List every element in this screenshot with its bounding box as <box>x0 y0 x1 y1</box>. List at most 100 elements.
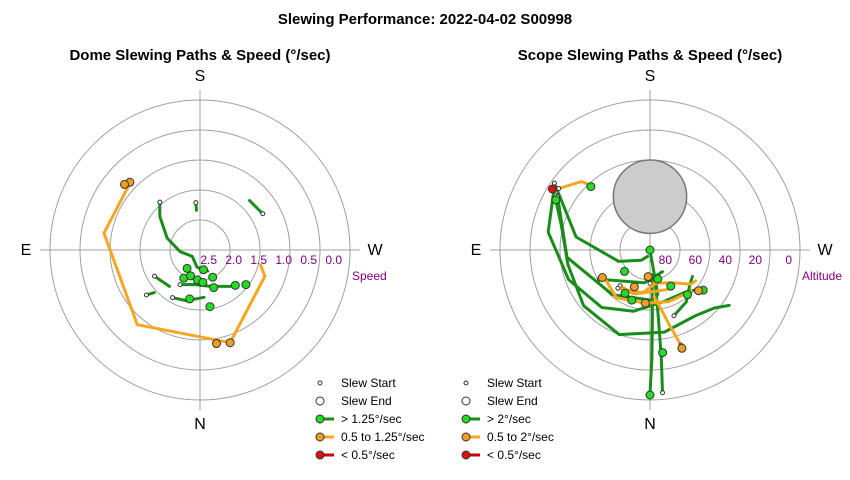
dome-slew-end-point-fast <box>205 302 215 312</box>
scope-slew-path-fast <box>648 273 654 395</box>
dome-radial-tick-label: 0.0 <box>325 253 342 267</box>
dome-slew-end-point-fast <box>198 265 208 275</box>
scope-slew-end-point-slow <box>547 184 557 194</box>
scope-slew-start-marker <box>615 285 621 291</box>
scope-legend-label: > 2°/sec <box>487 412 531 426</box>
dome-radial-tick-label: 1.0 <box>275 253 292 267</box>
scope-radial-tick-label: 0 <box>785 253 792 267</box>
dome-slew-path-fast <box>158 200 210 273</box>
dome-polar-chart: Dome Slewing Paths & Speed (°/sec) S N E… <box>21 47 425 462</box>
scope-legend-label: < 0.5°/sec <box>487 448 541 462</box>
dome-legend-label: < 0.5°/sec <box>341 448 395 462</box>
scope-slew-start-marker <box>556 185 562 191</box>
scope-legend-label: Slew Start <box>487 376 542 390</box>
scope-shadow-region <box>612 159 688 235</box>
scope-slew-path-fast <box>552 181 650 263</box>
scope-legend-label: 0.5 to 2°/sec <box>487 430 554 444</box>
scope-slew-path-fast <box>546 188 702 313</box>
scope-slew-start-marker <box>551 180 557 186</box>
dome-legend-label: Slew End <box>341 394 392 408</box>
dome-legend-swatch-dot-slow <box>315 450 325 460</box>
dome-slew-start-marker <box>143 292 149 298</box>
scope-slew-end-point-medium <box>597 273 607 282</box>
scope-chart-title: Scope Slewing Paths & Speed (°/sec) <box>518 47 782 64</box>
scope-legend: Slew Start Slew End > 2°/sec 0.5 to 2°/sec <… <box>461 376 554 462</box>
scope-shadow-disc <box>612 159 688 235</box>
dome-radial-tick-label: 2.5 <box>200 253 217 267</box>
dome-compass-left: E <box>21 242 32 259</box>
scope-legend-swatch-dot-fast <box>461 414 471 424</box>
scope-slew-path-medium <box>648 279 698 286</box>
scope-slew-start-marker <box>659 390 665 396</box>
dome-legend-swatch-dot-fast <box>315 414 325 424</box>
dome-slew-path-fast <box>153 274 171 288</box>
dome-slew-end-point-fast <box>182 263 192 273</box>
dome-slew-end-point-fast <box>208 272 218 282</box>
scope-slew-end-point-medium <box>677 343 687 353</box>
dome-radial-tick-label: 1.5 <box>250 253 267 267</box>
scope-compass-left: E <box>471 242 482 259</box>
scope-slew-start-marker <box>671 313 677 319</box>
scope-legend-swatch-start <box>463 380 469 386</box>
dome-slew-points <box>120 177 251 349</box>
scope-legend-swatch-end <box>461 396 471 406</box>
scope-radial-tick-label: 60 <box>689 253 703 267</box>
dome-slew-end-point-fast <box>198 277 208 287</box>
dome-legend-label: Slew Start <box>341 376 396 390</box>
dome-compass-bottom: N <box>194 416 206 433</box>
scope-slew-end-point-fast <box>551 195 561 205</box>
scope-slew-end-point-fast <box>645 390 655 400</box>
scope-compass-right: W <box>817 242 833 259</box>
dome-slew-end-point-medium <box>211 339 221 349</box>
scope-slew-end-point-medium <box>640 298 650 308</box>
scope-slew-end-point-medium <box>643 272 653 282</box>
dome-compass-top: S <box>195 68 206 85</box>
dome-slew-end-point-medium <box>120 179 130 189</box>
dome-slew-end-point-fast <box>185 294 195 304</box>
scope-slew-end-point-fast <box>620 288 630 298</box>
dome-radial-ticks: 2.5 2.0 1.5 1.0 0.5 0.0 <box>200 253 342 267</box>
figure-title: Slewing Performance: 2022-04-02 S00998 <box>278 11 572 28</box>
scope-polar-chart: Scope Slewing Paths & Speed (°/sec) S N … <box>461 47 842 462</box>
scope-slew-end-point-fast <box>619 266 629 276</box>
dome-legend-label: 0.5 to 1.25°/sec <box>341 430 425 444</box>
dome-slew-end-point-medium <box>225 338 235 348</box>
scope-slew-end-point-fast <box>682 290 692 300</box>
dome-slew-end-point-fast <box>241 280 251 290</box>
scope-compass-top: S <box>645 68 656 85</box>
scope-slew-end-point-fast <box>645 245 655 255</box>
scope-radial-ticks: 80 60 40 20 0 <box>659 253 793 267</box>
dome-slew-start-marker <box>260 211 266 217</box>
scope-compass-bottom: N <box>644 416 656 433</box>
dome-radial-tick-label: 2.0 <box>225 253 242 267</box>
dome-compass-right: W <box>367 242 383 259</box>
dome-legend: Slew Start Slew End > 1.25°/sec 0.5 to 1.25… <box>315 376 425 462</box>
scope-radial-tick-label: 20 <box>749 253 763 267</box>
scope-slew-end-point-fast <box>586 182 596 192</box>
dome-slew-start-marker <box>170 295 175 301</box>
dome-slew-start-marker <box>177 282 183 288</box>
dome-slew-start-marker <box>157 199 163 205</box>
dome-legend-swatch-end <box>315 396 325 406</box>
scope-slew-end-point-medium <box>694 286 704 296</box>
scope-slew-end-point-fast <box>658 348 668 358</box>
scope-legend-swatch-dot-medium <box>461 432 471 442</box>
scope-legend-label: Slew End <box>487 394 538 408</box>
dome-slew-end-point-fast <box>230 280 240 290</box>
scope-slew-points <box>547 182 708 400</box>
scope-legend-swatch-dot-slow <box>461 450 471 460</box>
scope-slew-end-point-fast <box>666 281 676 291</box>
dome-slew-end-point-fast <box>209 283 219 293</box>
dome-radial-tick-label: 0.5 <box>300 253 317 267</box>
dome-legend-swatch-start <box>317 380 323 386</box>
scope-polar-grid <box>490 90 810 410</box>
scope-slew-end-point-fast <box>653 274 663 284</box>
scope-radial-tick-label: 80 <box>659 253 673 267</box>
scope-radial-tick-label: 40 <box>719 253 733 267</box>
scope-slew-start-marker <box>647 280 653 286</box>
dome-polar-grid <box>40 90 360 410</box>
dome-slew-path-fast <box>248 199 265 216</box>
dome-chart-title: Dome Slewing Paths & Speed (°/sec) <box>69 47 330 64</box>
dome-legend-swatch-dot-medium <box>315 432 325 442</box>
